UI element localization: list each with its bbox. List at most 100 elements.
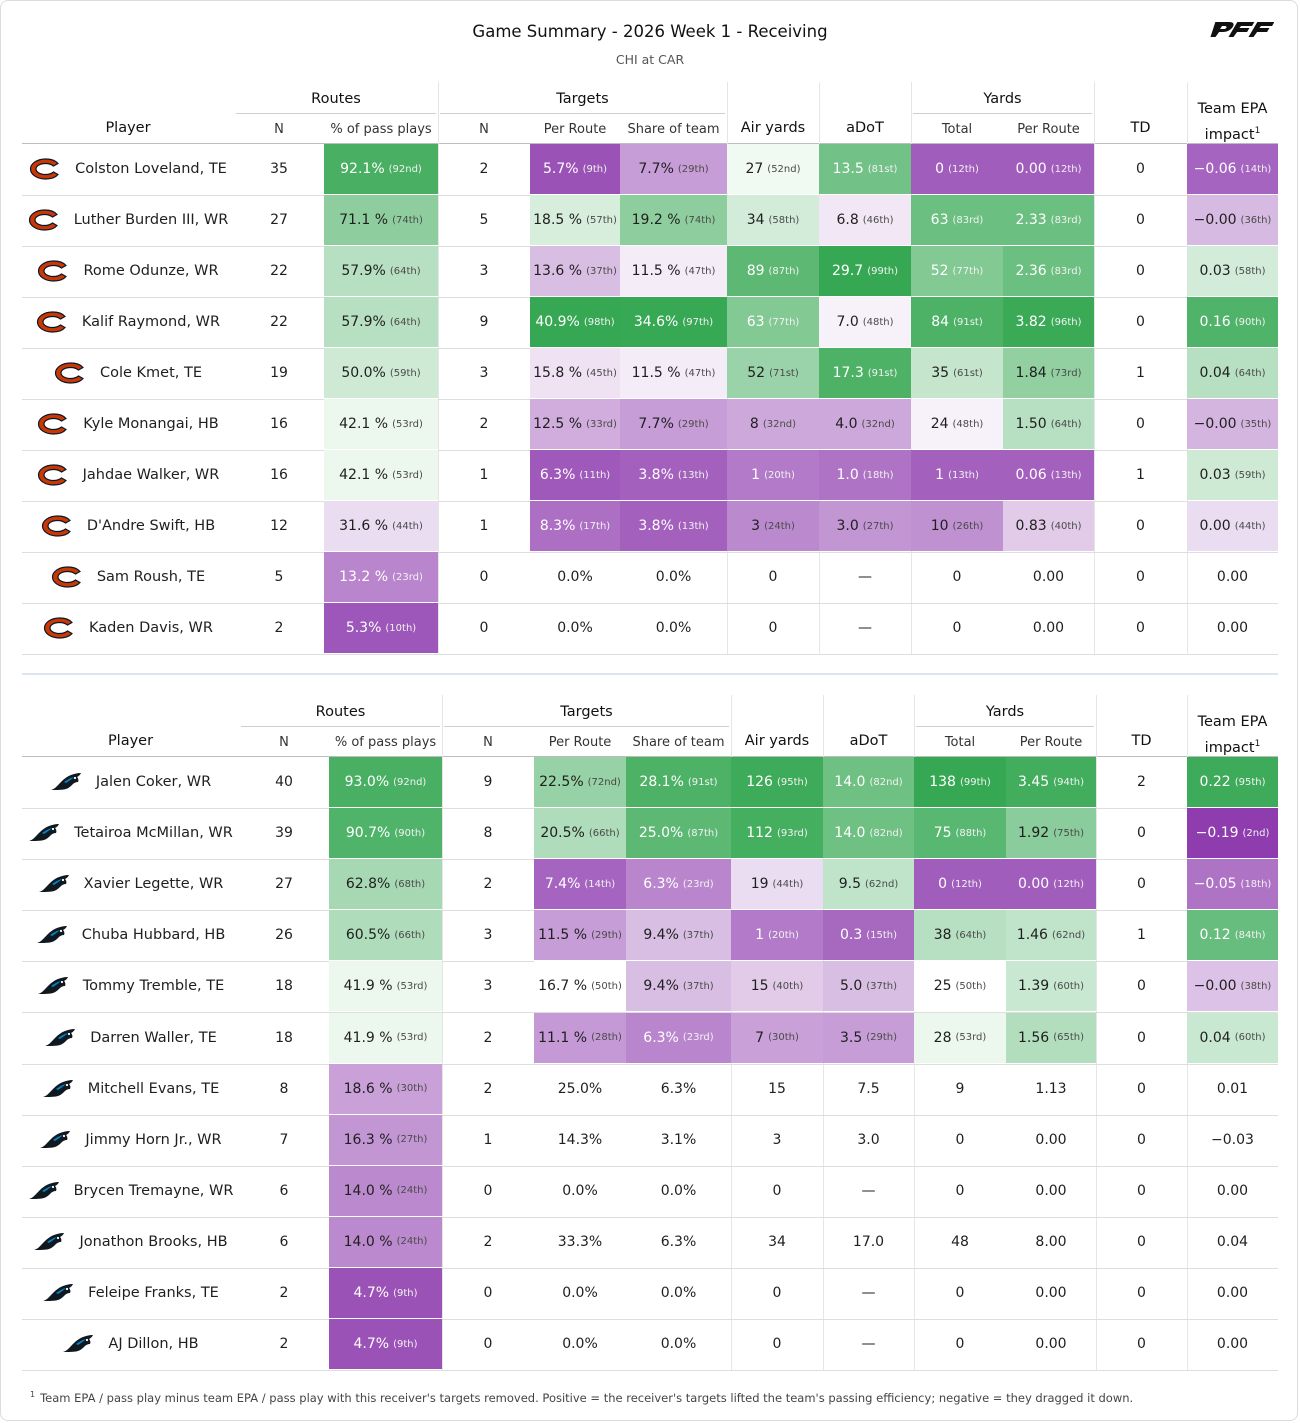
percentile-label: (10th) — [385, 622, 417, 634]
column-separator — [1096, 695, 1097, 1371]
cell-value: 19.2 % — [631, 212, 681, 228]
cell-adot: 5.0 (37th) — [823, 961, 914, 1012]
epa-header-line1: Team EPA — [1197, 714, 1268, 730]
cell-td: 0 — [1136, 569, 1145, 585]
percentile-label: (26th) — [952, 520, 984, 532]
percentile-label: (13th) — [948, 469, 979, 481]
column-header-air-yards: Air yards — [740, 120, 806, 136]
cell-adot: 14.0 (82nd) — [823, 757, 914, 808]
cell-value: 0 — [772, 1336, 782, 1353]
cell-air-yards: 8 (32nd) — [727, 399, 819, 449]
table-row: Jalen Coker, WR 40 93.0% (92nd) 9 22.5% (72nd)… — [22, 757, 1278, 810]
cell-value: 92.1% — [340, 161, 385, 177]
cell-td: 1 — [1136, 365, 1145, 381]
cell-value: — — [858, 569, 872, 585]
cell-share: 0.0% — [626, 1166, 731, 1216]
player-name: Cole Kmet, TE — [99, 365, 203, 381]
cell-value: 0 — [772, 1182, 782, 1199]
percentile-label: (95th) — [776, 776, 808, 788]
cell-air-yards: 3 — [731, 1115, 823, 1165]
cell-epa: −0.00 (36th) — [1187, 195, 1278, 245]
column-header-targets-n: N — [483, 735, 493, 750]
cell-td: 0 — [1136, 416, 1145, 432]
percentile-label: (46th) — [862, 214, 894, 226]
percentile-label: (64th) — [1234, 367, 1266, 379]
cell-air-yards: 27 (52nd) — [727, 144, 819, 194]
cell-routes-n: 40 — [275, 774, 293, 791]
cell-yds-per-route: 1.46 (62nd) — [1006, 910, 1096, 961]
cell-yds-total: 1 (13th) — [911, 450, 1003, 500]
cell-value: 35 — [931, 365, 950, 381]
epa-header-impact-label: impact — [1204, 126, 1255, 143]
column-header-adot: aDoT — [849, 733, 888, 749]
cell-value: 0.0% — [655, 620, 692, 636]
cell-yds-per-route: 1.56 (65th) — [1006, 1012, 1096, 1063]
cell-value: 1.92 — [1018, 825, 1050, 842]
percentile-label: (2nd) — [1242, 827, 1270, 839]
cell-value: 57.9% — [341, 263, 386, 279]
column-header-share: Share of team — [632, 735, 725, 750]
cell-value: 0.3 — [839, 927, 863, 944]
cell-value: 1 — [935, 467, 945, 483]
cell-value: 89 — [746, 263, 765, 279]
column-header-routes-n: N — [274, 122, 284, 137]
cell-targets-n: 3 — [483, 978, 493, 995]
cell-value: 3 — [751, 518, 761, 534]
percentile-label: (64th) — [1050, 418, 1082, 430]
cell-value: — — [861, 1336, 876, 1353]
cell-routes-pct: 18.6 % (30th) — [329, 1063, 442, 1114]
percentile-label: (99th) — [959, 776, 991, 788]
cell-value: 42.1 % — [339, 467, 389, 483]
cell-yds-total: 63 (83rd) — [911, 195, 1003, 245]
cell-value: 0.00 — [1035, 1285, 1067, 1302]
percentile-label: (18th) — [862, 469, 894, 481]
cell-targets-n: 2 — [483, 1080, 493, 1097]
cell-routes-n: 27 — [275, 876, 293, 893]
cell-routes-pct: 93.0% (92nd) — [329, 757, 442, 808]
player-name: Brycen Tremayne, WR — [73, 1182, 234, 1199]
percentile-label: (15th) — [866, 929, 898, 941]
cell-value: 13.5 — [832, 161, 864, 177]
epa-header-line2: impact1 — [1187, 120, 1278, 146]
cell-air-yards: 1 (20th) — [731, 910, 823, 961]
panthers-logo-icon — [29, 824, 60, 842]
percentile-label: (60th) — [1234, 1032, 1266, 1044]
percentile-label: (36th) — [1240, 214, 1272, 226]
cell-targets-n: 0 — [483, 1336, 493, 1353]
cell-value: 34 — [768, 1233, 786, 1250]
player-name: Xavier Legette, WR — [83, 876, 224, 893]
percentile-label: (37th) — [866, 980, 898, 992]
percentile-label: (50th) — [955, 980, 987, 992]
cell-routes-pct: 14.0 % (24th) — [329, 1165, 442, 1216]
percentile-label: (9th) — [582, 163, 607, 175]
table-row: Cole Kmet, TE 19 50.0% (59th) 3 15.8 % (45th) 1… — [22, 348, 1278, 400]
player-cell: Tommy Tremble, TE — [22, 961, 239, 1011]
cell-air-yards: 0 — [731, 1166, 823, 1216]
percentile-label: (83rd) — [1050, 265, 1082, 277]
bears-c-logo-icon — [28, 209, 58, 231]
cell-value: 3.8% — [638, 518, 674, 534]
cell-yds-total: 24 (48th) — [911, 399, 1003, 449]
percentile-label: (13th) — [677, 520, 709, 532]
panthers-logo-icon — [40, 1130, 71, 1148]
cell-value: 3.45 — [1018, 774, 1050, 791]
table-row: Kaden Davis, WR 2 5.3% (10th) 0 0.0% 0.0% 0 — 0 0.… — [22, 603, 1278, 655]
cell-targets-n: 1 — [479, 518, 489, 534]
group-header-routes: Routes — [315, 704, 366, 720]
column-separator — [438, 82, 439, 654]
cell-value: 84 — [931, 314, 950, 330]
cell-air-yards: 1 (20th) — [727, 450, 819, 500]
cell-routes-n: 2 — [279, 1285, 289, 1302]
pff-logo-icon — [1210, 22, 1274, 37]
table-row: Jimmy Horn Jr., WR 7 16.3 % (27th) 1 14.3% 3.1… — [22, 1114, 1278, 1167]
column-header-targets-n: N — [479, 122, 489, 137]
cell-value: 0.0% — [557, 620, 593, 636]
player-cell: AJ Dillon, HB — [22, 1319, 239, 1369]
cell-value: 7.7% — [638, 161, 674, 177]
cell-yds-per-route: 0.00 — [1006, 1166, 1096, 1216]
cell-td: 0 — [1136, 620, 1145, 636]
player-name: Kaden Davis, WR — [89, 620, 213, 636]
percentile-label: (53rd) — [392, 469, 423, 481]
cell-value: 3 — [772, 1131, 782, 1148]
cell-per-route: 0.0% — [534, 1166, 626, 1216]
